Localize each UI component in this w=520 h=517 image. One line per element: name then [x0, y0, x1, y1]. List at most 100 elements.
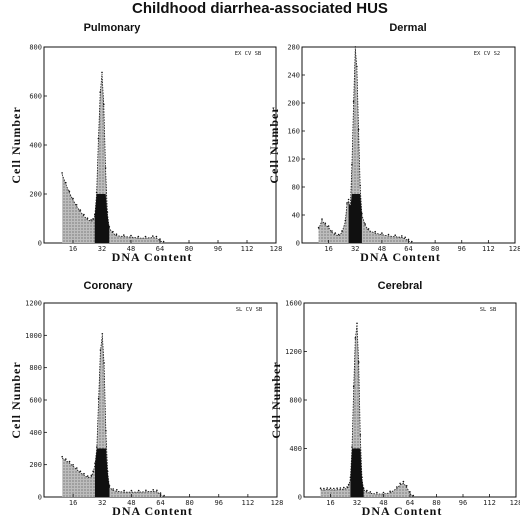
data-point — [357, 361, 360, 363]
data-point — [409, 491, 411, 493]
x-tick-label: 64 — [156, 499, 164, 507]
x-tick-label: 32 — [351, 245, 359, 253]
data-point — [72, 197, 74, 200]
data-point — [61, 172, 63, 174]
data-point — [130, 489, 133, 492]
y-tick-label: 280 — [287, 44, 300, 52]
y-tick-label: 1600 — [285, 300, 302, 308]
data-point — [95, 191, 98, 194]
data-point — [382, 491, 385, 494]
data-point — [130, 234, 132, 237]
data-point — [101, 71, 103, 74]
data-point — [106, 211, 109, 213]
x-tick-label: 112 — [242, 499, 255, 507]
data-point — [79, 209, 82, 211]
y-tick-label: 800 — [29, 364, 42, 372]
data-point — [351, 163, 353, 166]
data-point — [144, 235, 147, 238]
x-tick-label: 48 — [127, 245, 135, 253]
data-point — [354, 337, 357, 339]
x-tick-label: 112 — [483, 499, 496, 507]
data-point — [145, 489, 147, 492]
data-point — [339, 487, 342, 489]
peak-core — [94, 194, 110, 243]
x-tick-label: 80 — [185, 245, 193, 253]
data-point — [352, 100, 355, 103]
y-tick-label: 0 — [38, 240, 42, 248]
data-point — [112, 230, 114, 233]
data-point — [108, 226, 111, 228]
figure-title: Childhood diarrhea-associated HUS — [132, 0, 388, 17]
data-point — [319, 487, 322, 490]
data-point — [411, 240, 413, 243]
data-point — [366, 489, 368, 492]
data-point — [337, 233, 340, 236]
chart-panel-cerebral: Cerebral SL SB 16 32 48 64 80 96 112 128 0 400 800 12… — [269, 280, 520, 517]
data-point — [99, 91, 101, 93]
x-tick-label: 16 — [326, 499, 334, 507]
x-tick-label: 64 — [404, 245, 412, 253]
y-axis-label: Cell Number — [267, 106, 281, 183]
data-point — [324, 222, 327, 225]
data-point — [321, 218, 323, 220]
panel-annotation: SL SB — [480, 307, 497, 313]
panel-annotation: SL CV SB — [236, 307, 263, 313]
x-tick-label: 16 — [69, 245, 77, 253]
y-tick-label: 160 — [287, 128, 300, 136]
data-point — [90, 219, 92, 221]
data-point — [323, 487, 325, 490]
x-tick-label: 96 — [458, 245, 466, 253]
panel-title: Pulmonary — [84, 22, 142, 34]
data-point — [123, 489, 125, 492]
chart-panel-coronary: Coronary SL CV SB 16 32 48 64 80 96 112 128 0 200 40… — [9, 280, 283, 517]
y-tick-label: 0 — [38, 494, 42, 502]
data-point — [346, 202, 348, 204]
data-point — [361, 212, 363, 215]
data-point — [341, 230, 343, 232]
y-tick-label: 240 — [287, 72, 300, 80]
data-point — [90, 474, 93, 477]
histogram-area — [320, 324, 414, 497]
plot-frame — [43, 302, 278, 498]
y-tick-label: 200 — [287, 100, 300, 108]
fit-outline — [318, 48, 413, 244]
y-tick-label: 40 — [292, 212, 300, 220]
x-tick-label: 128 — [510, 499, 520, 507]
data-point — [162, 240, 165, 243]
x-axis-label: DNA Content — [112, 504, 193, 517]
y-tick-label: 600 — [29, 397, 42, 405]
data-point — [123, 234, 125, 236]
data-point — [367, 228, 370, 230]
data-point — [97, 137, 100, 140]
data-point — [68, 190, 71, 193]
data-point — [334, 232, 337, 234]
data-point — [369, 491, 372, 493]
data-point — [361, 476, 363, 479]
data-point — [349, 476, 352, 479]
data-point — [152, 235, 154, 237]
data-point — [364, 223, 367, 225]
x-tick-label: 16 — [69, 499, 77, 507]
y-axis-label: Cell Number — [9, 361, 23, 438]
data-point — [412, 494, 415, 497]
data-point — [376, 491, 378, 494]
data-point — [94, 213, 96, 216]
y-tick-label: 400 — [29, 429, 42, 437]
data-point — [404, 236, 407, 239]
data-point — [106, 470, 109, 473]
y-tick-label: 0 — [298, 494, 302, 502]
x-tick-label: 80 — [432, 499, 440, 507]
x-tick-label: 32 — [98, 245, 106, 253]
data-point — [394, 234, 397, 236]
y-tick-label: 800 — [289, 397, 302, 405]
data-point — [159, 238, 161, 240]
data-point — [65, 458, 67, 460]
panel-title: Coronary — [84, 280, 134, 292]
y-tick-label: 0 — [296, 240, 300, 248]
x-tick-label: 96 — [459, 499, 467, 507]
data-point — [76, 467, 78, 469]
y-tick-label: 600 — [29, 93, 42, 101]
data-point — [347, 483, 350, 486]
data-point — [79, 470, 82, 473]
